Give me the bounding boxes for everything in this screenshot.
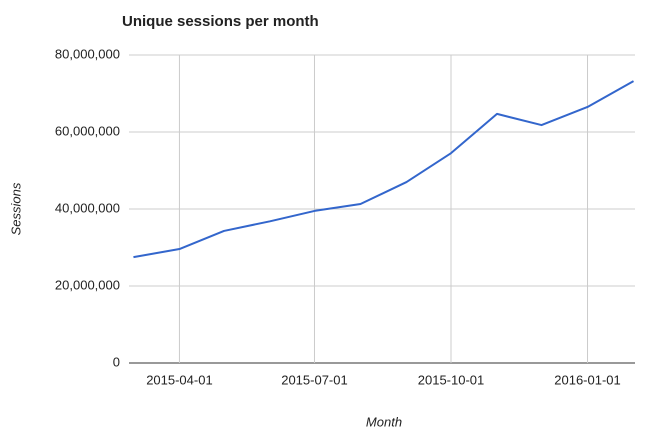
y-tick-label: 20,000,000 [55, 277, 120, 292]
y-tick-label: 0 [113, 354, 120, 369]
x-tick-label: 2015-07-01 [281, 372, 348, 387]
y-tick-label: 40,000,000 [55, 200, 120, 215]
x-axis-title: Month [366, 414, 402, 429]
y-tick-label: 60,000,000 [55, 123, 120, 138]
chart-title: Unique sessions per month [122, 13, 319, 30]
y-axis-title: Sessions [8, 182, 23, 235]
data-line [133, 80, 635, 259]
x-tick-label: 2015-04-01 [146, 372, 213, 387]
x-tick-label: 2016-01-01 [554, 372, 621, 387]
y-tick-label: 80,000,000 [55, 46, 120, 61]
x-tick-label: 2015-10-01 [418, 372, 485, 387]
